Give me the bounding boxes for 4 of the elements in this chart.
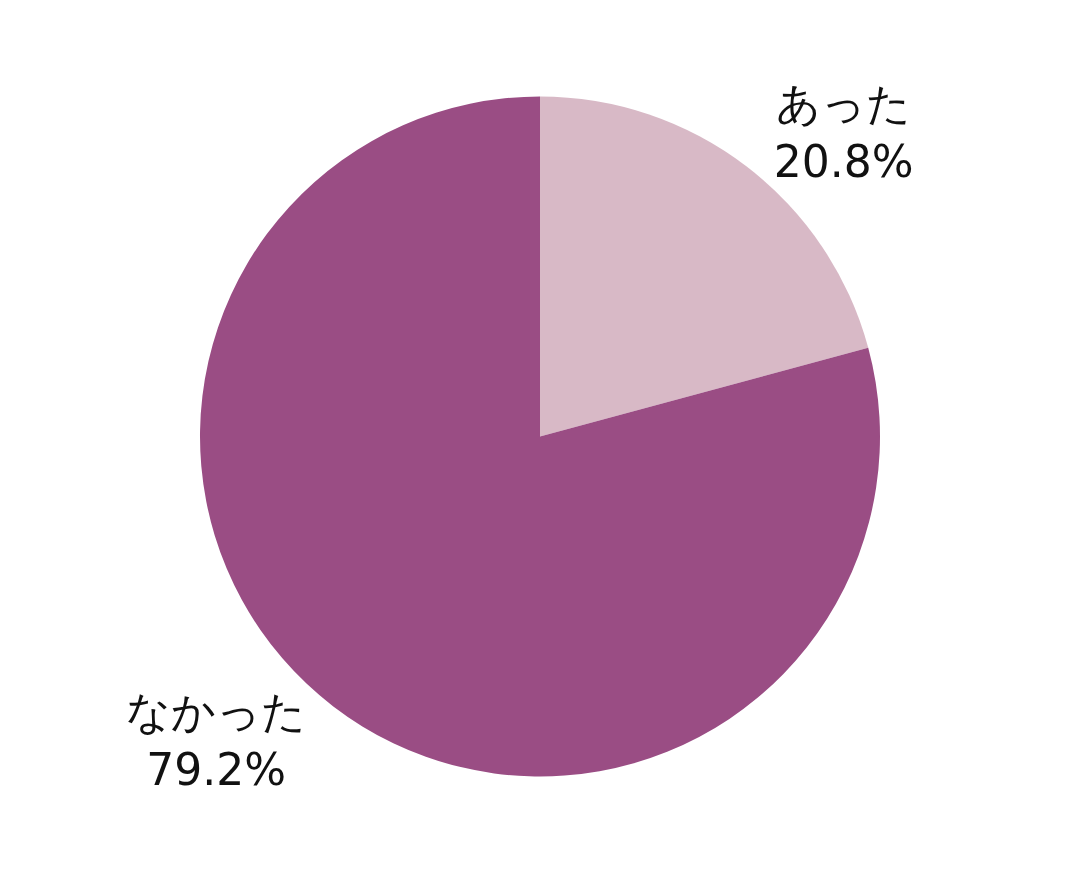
slice-label: あった — [776, 78, 912, 130]
data-label: 20.8% — [773, 135, 914, 187]
slice-label: なかった — [126, 686, 307, 738]
data-label: 79.2% — [146, 743, 287, 795]
